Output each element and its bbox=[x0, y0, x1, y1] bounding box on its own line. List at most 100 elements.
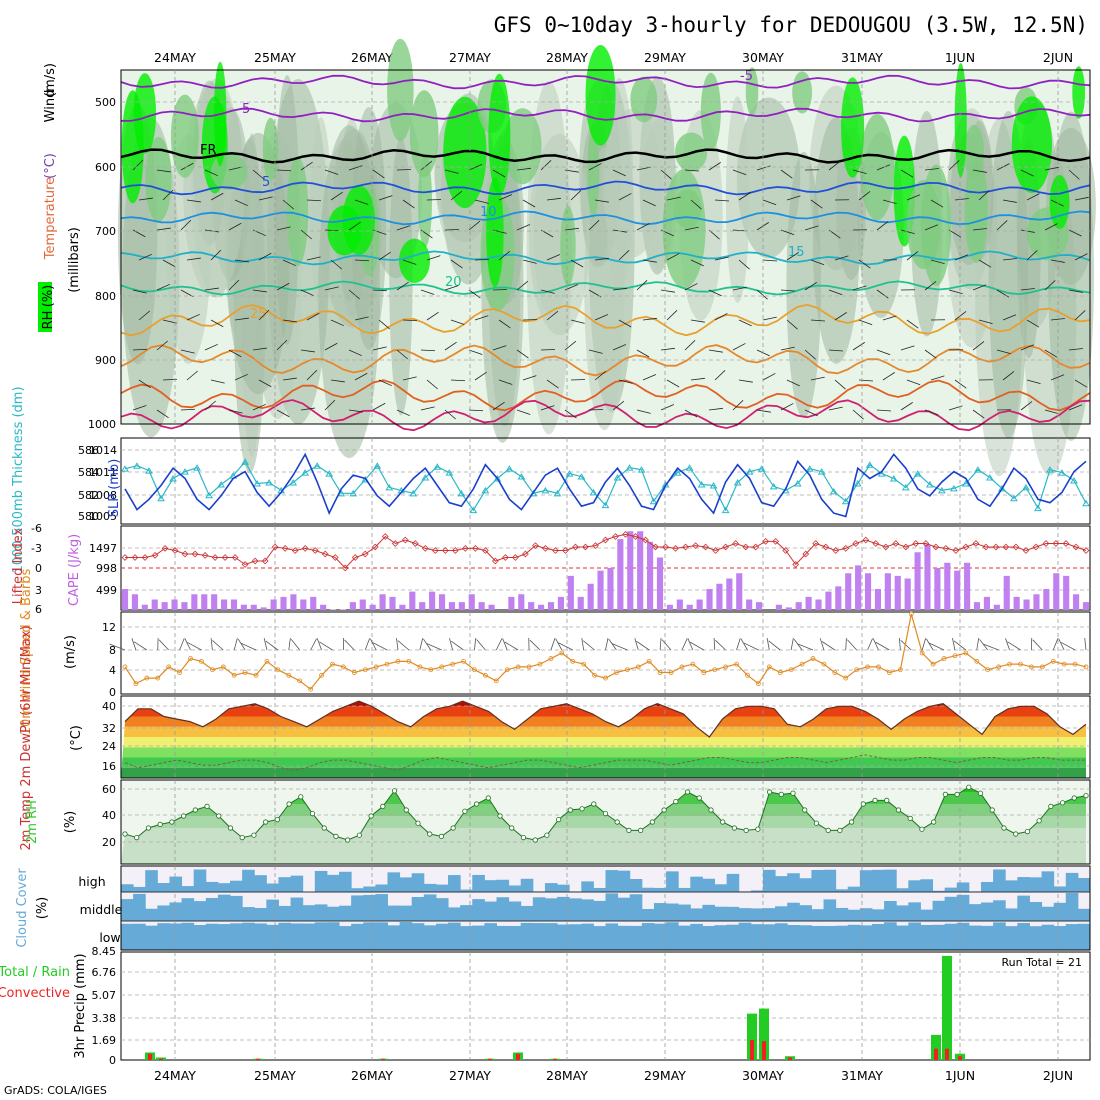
isotherm-label: FR bbox=[200, 143, 217, 158]
wind-barb bbox=[354, 199, 369, 205]
cape-bar bbox=[211, 594, 218, 610]
wind-barb bbox=[492, 401, 505, 411]
wind10-barb bbox=[451, 640, 464, 651]
wind10-barb bbox=[953, 640, 967, 651]
wind10-speed-point bbox=[166, 664, 172, 670]
cloud-bar bbox=[1029, 926, 1043, 950]
isotherm-label: 20 bbox=[445, 275, 462, 290]
wind10-barb bbox=[581, 638, 585, 651]
upper-tick-label: 900 bbox=[95, 354, 116, 367]
wind-barb bbox=[348, 409, 363, 413]
cloud-bar bbox=[726, 924, 740, 950]
cloud-bar bbox=[278, 905, 292, 921]
cloud-bar bbox=[230, 923, 243, 950]
cloud-bar bbox=[508, 885, 522, 892]
wind10-barb bbox=[740, 638, 748, 651]
rh2m-point bbox=[614, 819, 620, 825]
wind-barb bbox=[324, 399, 336, 411]
wind-barb bbox=[660, 289, 675, 293]
wind-barb bbox=[324, 169, 339, 175]
wind-barb bbox=[258, 309, 270, 321]
thickness-point bbox=[805, 465, 814, 472]
thickness-left-tick-label: 586 bbox=[78, 444, 99, 457]
rh2m-point bbox=[556, 816, 562, 823]
cloud-bar bbox=[641, 908, 655, 921]
cloud-frame bbox=[120, 865, 1091, 951]
cloud-bar bbox=[532, 897, 546, 921]
rh2m-point bbox=[966, 784, 972, 790]
thickness-point bbox=[673, 469, 682, 476]
thickness-point bbox=[565, 470, 574, 477]
thickness-point bbox=[157, 494, 165, 502]
wind-barb bbox=[762, 259, 777, 262]
wind10-barb bbox=[921, 638, 927, 651]
wind10-barb bbox=[555, 638, 563, 651]
wind10-barb bbox=[210, 637, 213, 651]
lifted-index-point bbox=[602, 536, 609, 544]
lifted-index-point bbox=[221, 554, 229, 561]
lifted-index-point bbox=[201, 552, 209, 559]
wind10-speed-point bbox=[777, 670, 783, 675]
wind-barb bbox=[978, 319, 993, 325]
wind-barb bbox=[996, 349, 1011, 355]
wind10-barb bbox=[419, 638, 424, 651]
cloud-bar bbox=[847, 909, 861, 921]
rh2m-point bbox=[766, 789, 773, 795]
cloud-bar bbox=[569, 924, 582, 950]
wind-barb bbox=[324, 342, 338, 351]
lifted-tick-label: -3 bbox=[31, 542, 42, 555]
wind-barb bbox=[396, 225, 411, 231]
temp2m-axis-label: 2m Temp 2m DewPt (6hr Min/Max) bbox=[19, 625, 34, 850]
lifted-index-point bbox=[562, 547, 569, 554]
wind-barb bbox=[852, 342, 865, 351]
lifted-index-point bbox=[321, 550, 329, 558]
cloud-bar bbox=[593, 887, 606, 892]
wind-barb bbox=[834, 312, 847, 321]
isotherm-line bbox=[120, 344, 1091, 377]
cloud-bar bbox=[423, 883, 437, 892]
rh2m-point bbox=[1013, 831, 1019, 837]
cloud-bar bbox=[278, 922, 292, 950]
thickness-point bbox=[541, 486, 550, 494]
isotherm-line bbox=[120, 280, 1091, 296]
wind10-speed-point bbox=[537, 661, 543, 667]
temp-band bbox=[121, 747, 1086, 758]
cloud-bar bbox=[1041, 871, 1055, 892]
thickness-point bbox=[265, 479, 274, 486]
cloud-bar bbox=[1017, 877, 1030, 892]
wind-barb bbox=[786, 319, 798, 330]
wind-barb bbox=[1044, 349, 1058, 358]
rh2m-point bbox=[755, 826, 761, 832]
cloud-bar bbox=[762, 924, 776, 950]
thickness-point bbox=[505, 465, 514, 472]
wind10-barb bbox=[344, 639, 355, 651]
rh2m-point bbox=[473, 801, 480, 807]
lifted-index-point bbox=[1032, 543, 1040, 551]
rh-green-plume bbox=[1011, 96, 1052, 193]
wind10-speed-point bbox=[996, 664, 1002, 670]
wind10-barb bbox=[1005, 638, 1010, 651]
cape-bar bbox=[597, 570, 604, 610]
wind-barb bbox=[426, 255, 441, 261]
cloud-bar bbox=[411, 873, 425, 892]
thickness-point bbox=[901, 483, 910, 491]
lifted-index-point bbox=[341, 564, 349, 572]
wind10-barb bbox=[319, 641, 333, 651]
wind-barb bbox=[594, 199, 609, 203]
cape-bar bbox=[1003, 575, 1010, 610]
temperature-unit-label: (°C) bbox=[43, 153, 58, 179]
wind-barb bbox=[972, 228, 987, 231]
cloud-bar bbox=[714, 884, 728, 892]
temp2m-tick-label: 32 bbox=[102, 722, 116, 735]
wind-barb bbox=[204, 229, 219, 233]
wind-barb bbox=[930, 375, 945, 381]
rh-green-plume bbox=[417, 154, 433, 248]
wind-barb bbox=[612, 400, 625, 411]
cloud-bar bbox=[290, 875, 304, 892]
thickness-point bbox=[913, 470, 922, 477]
wind-barb bbox=[690, 377, 705, 381]
wind10-barb bbox=[982, 643, 999, 651]
lifted-index-point bbox=[912, 540, 920, 547]
wind10-barb bbox=[793, 638, 803, 651]
wind10-speed-point bbox=[199, 658, 204, 664]
